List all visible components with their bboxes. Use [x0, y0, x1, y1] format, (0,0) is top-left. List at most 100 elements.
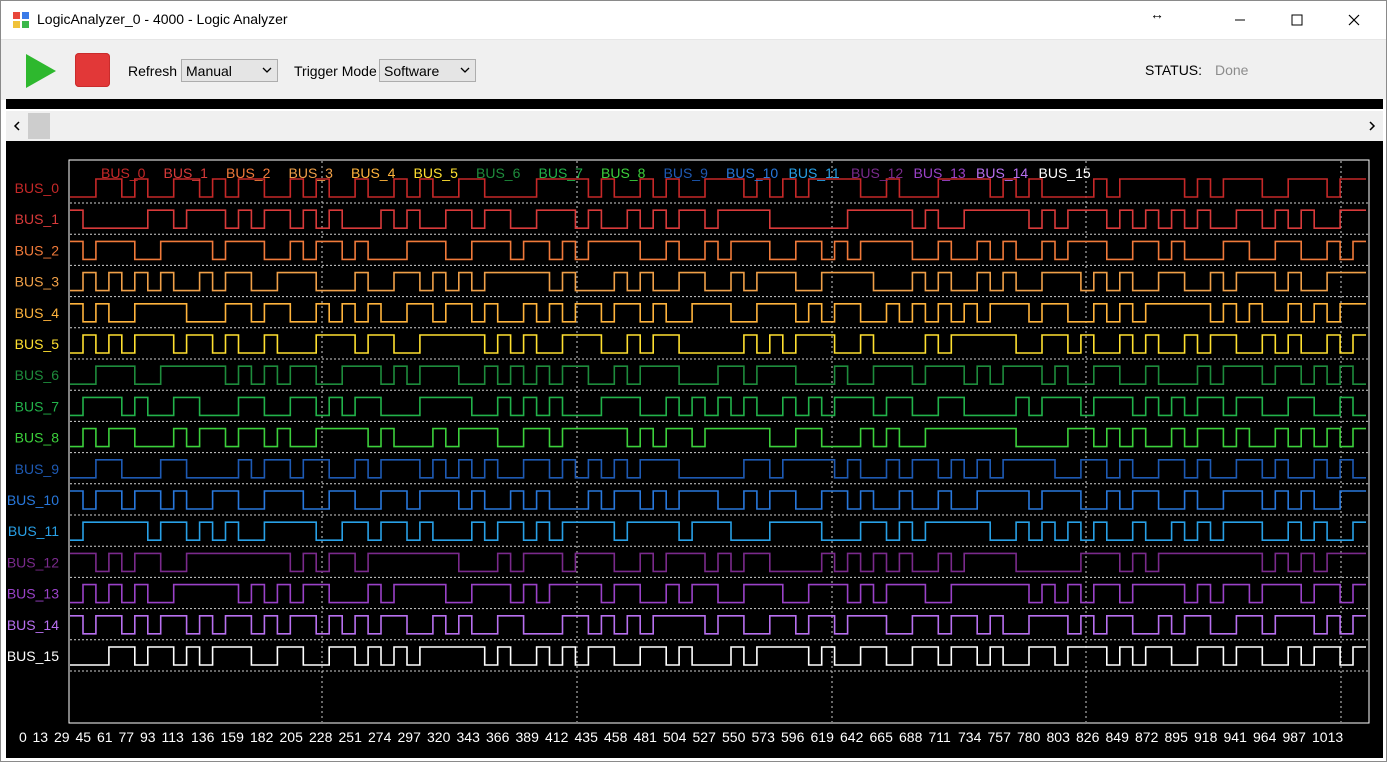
x-axis-tick-label: 251: [339, 729, 363, 745]
status-value: Done: [1215, 62, 1249, 78]
maximize-button[interactable]: [1274, 1, 1320, 39]
waveform-trace: [70, 271, 1366, 292]
minimize-icon: [1235, 19, 1245, 21]
trigger-mode-select[interactable]: Software: [379, 59, 476, 82]
refresh-select[interactable]: Manual: [181, 59, 278, 82]
channel-label: BUS_7: [15, 398, 60, 414]
resize-arrows-icon: ↔: [1150, 6, 1164, 22]
x-axis-tick-label: 77: [119, 729, 135, 745]
refresh-select-value: Manual: [186, 63, 232, 79]
x-axis-tick-label: 274: [368, 729, 392, 745]
waveform-trace: [70, 459, 1366, 479]
x-axis-tick-label: 619: [811, 729, 835, 745]
x-axis-tick-label: 93: [140, 729, 156, 745]
legend-entry: BUS_4: [351, 165, 396, 181]
legend-entry: BUS_6: [476, 165, 521, 181]
status-label: STATUS:: [1145, 62, 1203, 78]
window-title: LogicAnalyzer_0 - 4000 - Logic Analyzer: [37, 11, 288, 27]
channel-label: BUS_8: [15, 430, 60, 446]
stop-icon[interactable]: [75, 53, 110, 87]
x-axis-tick-label: 872: [1135, 729, 1159, 745]
legend-entry: BUS_13: [914, 165, 966, 181]
waveform-trace: [70, 427, 1366, 448]
waveform-trace: [70, 615, 1366, 635]
channel-label: BUS_1: [15, 211, 60, 227]
x-axis-tick-label: 45: [76, 729, 92, 745]
waveform-display[interactable]: BUS_0 BUS_0 BUS_1 BUS_1 BUS_2 BUS_2 BUS_3 BUS_3…: [6, 141, 1383, 758]
x-axis-tick-label: 987: [1283, 729, 1307, 745]
x-axis-tick-label: 734: [958, 729, 982, 745]
x-axis-tick-label: 205: [280, 729, 304, 745]
channel-label: BUS_0: [15, 180, 60, 196]
x-axis-tick-label: 297: [398, 729, 422, 745]
channel-label: BUS_9: [15, 461, 60, 477]
x-axis-tick-label: 389: [516, 729, 540, 745]
x-axis-tick-label: 29: [54, 729, 70, 745]
x-axis-tick-label: 113: [162, 729, 185, 745]
x-axis-tick-label: 826: [1076, 729, 1100, 745]
channel-label: BUS_15: [7, 648, 59, 664]
x-axis-tick-label: 366: [486, 729, 510, 745]
x-axis-tick-label: 688: [899, 729, 923, 745]
plot-frame: [68, 159, 1370, 724]
legend-entry: BUS_12: [851, 165, 903, 181]
waveform-trace: [70, 521, 1366, 541]
legend-entry: BUS_11: [789, 165, 840, 181]
waveform-trace: [70, 209, 1366, 229]
waveform-trace: [70, 303, 1366, 323]
waveform-trace: [70, 365, 1366, 385]
waveform-trace: [70, 490, 1366, 510]
legend-entry: BUS_3: [289, 165, 334, 181]
close-button[interactable]: [1331, 1, 1377, 39]
x-axis-tick-label: 780: [1017, 729, 1041, 745]
x-axis-tick-label: 182: [250, 729, 274, 745]
scroll-left-icon[interactable]: [10, 119, 24, 133]
chevron-down-icon: [262, 67, 272, 73]
toolbar: Refresh Manual Trigger Mode Software STA…: [1, 39, 1386, 100]
app-icon: [13, 12, 29, 28]
channel-label: BUS_5: [15, 336, 60, 352]
horizontal-scrollbar[interactable]: [6, 111, 1383, 141]
channel-label: BUS_4: [15, 305, 60, 321]
legend-entry: BUS_7: [539, 165, 584, 181]
x-axis-tick-label: 964: [1253, 729, 1277, 745]
x-axis-tick-label: 849: [1106, 729, 1130, 745]
divider-bar: [6, 99, 1383, 109]
refresh-label: Refresh: [128, 63, 178, 79]
close-icon: [1348, 14, 1360, 26]
x-axis-tick-label: 1013: [1312, 729, 1343, 745]
channel-label: BUS_2: [15, 242, 60, 258]
title-bar[interactable]: LogicAnalyzer_0 - 4000 - Logic Analyzer …: [1, 1, 1386, 39]
x-axis-tick-label: 711: [929, 729, 952, 745]
waveform-trace: [70, 240, 1366, 261]
channel-label: BUS_11: [8, 523, 59, 539]
channel-label: BUS_10: [7, 492, 59, 508]
channel-label: BUS_14: [7, 617, 59, 633]
x-axis-tick-label: 665: [870, 729, 894, 745]
x-axis-tick-label: 642: [840, 729, 864, 745]
minimize-button[interactable]: [1217, 1, 1263, 39]
legend-entry: BUS_2: [226, 165, 271, 181]
x-axis-tick-label: 159: [221, 729, 245, 745]
legend-entry: BUS_9: [664, 165, 709, 181]
scrollbar-thumb[interactable]: [28, 113, 50, 139]
x-axis-tick-label: 550: [722, 729, 746, 745]
channel-label: BUS_3: [15, 274, 60, 290]
waveform-trace: [70, 396, 1366, 417]
waveform-trace: [70, 552, 1366, 573]
chevron-down-icon: [460, 67, 470, 73]
x-axis-tick-label: 918: [1194, 729, 1218, 745]
x-axis-tick-label: 13: [33, 729, 49, 745]
legend-entry: BUS_5: [414, 165, 459, 181]
x-axis-tick-label: 61: [97, 729, 113, 745]
x-axis-tick-label: 527: [693, 729, 717, 745]
legend-entry: BUS_1: [164, 165, 209, 181]
scroll-right-icon[interactable]: [1365, 119, 1379, 133]
legend-entry: BUS_0: [101, 165, 146, 181]
x-axis-tick-label: 757: [988, 729, 1012, 745]
legend-entry: BUS_14: [976, 165, 1028, 181]
channel-label: BUS_12: [7, 554, 59, 570]
legend-entry: BUS_10: [726, 165, 778, 181]
play-icon[interactable]: [23, 53, 59, 89]
